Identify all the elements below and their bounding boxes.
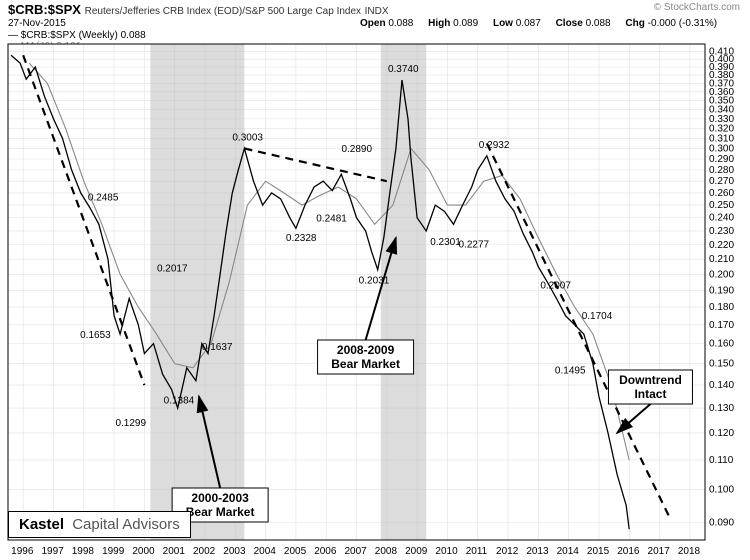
brand-name: Kastel xyxy=(19,516,64,533)
svg-text:0.250: 0.250 xyxy=(709,200,734,211)
svg-text:0.120: 0.120 xyxy=(709,428,734,439)
svg-text:Bear Market: Bear Market xyxy=(186,505,255,519)
svg-text:0.3740: 0.3740 xyxy=(388,64,419,75)
svg-text:0.1384: 0.1384 xyxy=(164,396,195,407)
svg-text:0.1704: 0.1704 xyxy=(582,311,613,322)
svg-text:2017: 2017 xyxy=(648,546,671,557)
svg-text:2006: 2006 xyxy=(314,546,337,557)
svg-text:0.2890: 0.2890 xyxy=(341,144,372,155)
svg-text:0.180: 0.180 xyxy=(709,302,734,313)
svg-text:0.2017: 0.2017 xyxy=(157,263,188,274)
svg-text:0.290: 0.290 xyxy=(709,154,734,165)
svg-text:2002: 2002 xyxy=(193,546,216,557)
svg-text:1998: 1998 xyxy=(72,546,95,557)
svg-text:2018: 2018 xyxy=(678,546,701,557)
chart-container: { "header":{ "symbol":"$CRB:$SPX", "desc… xyxy=(0,0,750,560)
brand-box: Kastel Capital Advisors xyxy=(8,511,191,538)
svg-text:0.110: 0.110 xyxy=(709,455,734,466)
svg-text:0.2932: 0.2932 xyxy=(479,140,510,151)
svg-text:0.1653: 0.1653 xyxy=(80,330,111,341)
svg-text:0.2485: 0.2485 xyxy=(88,192,119,203)
svg-text:2015: 2015 xyxy=(587,546,610,557)
svg-text:0.2277: 0.2277 xyxy=(459,240,490,251)
svg-text:2012: 2012 xyxy=(496,546,519,557)
svg-text:0.2481: 0.2481 xyxy=(316,214,347,225)
svg-text:2007: 2007 xyxy=(345,546,368,557)
svg-text:0.220: 0.220 xyxy=(709,240,734,251)
svg-text:0.200: 0.200 xyxy=(709,269,734,280)
svg-text:0.410: 0.410 xyxy=(709,46,734,57)
svg-text:2008: 2008 xyxy=(375,546,398,557)
svg-text:0.140: 0.140 xyxy=(709,380,734,391)
svg-text:2003: 2003 xyxy=(223,546,246,557)
svg-text:0.150: 0.150 xyxy=(709,359,734,370)
svg-text:0.2328: 0.2328 xyxy=(286,233,317,244)
svg-text:0.090: 0.090 xyxy=(709,517,734,528)
svg-text:0.320: 0.320 xyxy=(709,123,734,134)
svg-text:Downtrend: Downtrend xyxy=(619,373,682,387)
svg-text:0.260: 0.260 xyxy=(709,188,734,199)
svg-text:2000: 2000 xyxy=(132,546,155,557)
svg-text:0.100: 0.100 xyxy=(709,485,734,496)
svg-text:0.3003: 0.3003 xyxy=(232,132,263,143)
svg-text:2001: 2001 xyxy=(163,546,186,557)
svg-text:1997: 1997 xyxy=(41,546,64,557)
svg-text:0.170: 0.170 xyxy=(709,320,734,331)
svg-text:0.190: 0.190 xyxy=(709,285,734,296)
svg-text:0.160: 0.160 xyxy=(709,339,734,350)
svg-text:Bear Market: Bear Market xyxy=(331,357,400,371)
svg-text:1999: 1999 xyxy=(102,546,125,557)
svg-text:0.2007: 0.2007 xyxy=(540,280,571,291)
svg-text:0.300: 0.300 xyxy=(709,143,734,154)
svg-text:2005: 2005 xyxy=(284,546,307,557)
svg-text:0.1299: 0.1299 xyxy=(115,418,146,429)
svg-text:0.1495: 0.1495 xyxy=(555,366,586,377)
svg-text:2013: 2013 xyxy=(526,546,549,557)
svg-text:0.240: 0.240 xyxy=(709,213,734,224)
svg-text:2008-2009: 2008-2009 xyxy=(337,343,395,357)
brand-sub: Capital Advisors xyxy=(72,516,180,533)
svg-text:Intact: Intact xyxy=(634,387,666,401)
svg-text:0.310: 0.310 xyxy=(709,133,734,144)
svg-text:2009: 2009 xyxy=(405,546,428,557)
svg-text:0.270: 0.270 xyxy=(709,176,734,187)
svg-text:0.1637: 0.1637 xyxy=(202,342,233,353)
svg-text:0.210: 0.210 xyxy=(709,254,734,265)
svg-text:0.2301: 0.2301 xyxy=(430,237,461,248)
svg-text:2010: 2010 xyxy=(435,546,458,557)
svg-text:2004: 2004 xyxy=(254,546,277,557)
svg-text:0.130: 0.130 xyxy=(709,403,734,414)
svg-text:0.230: 0.230 xyxy=(709,226,734,237)
svg-text:1996: 1996 xyxy=(11,546,34,557)
svg-text:2014: 2014 xyxy=(557,546,580,557)
svg-text:2000-2003: 2000-2003 xyxy=(191,491,249,505)
svg-text:0.280: 0.280 xyxy=(709,165,734,176)
chart-plot: 0.090 0.100 0.110 0.120 0.130 0.140 0.150 0.160… xyxy=(0,0,750,560)
svg-text:2011: 2011 xyxy=(466,546,488,557)
svg-text:2016: 2016 xyxy=(617,546,640,557)
